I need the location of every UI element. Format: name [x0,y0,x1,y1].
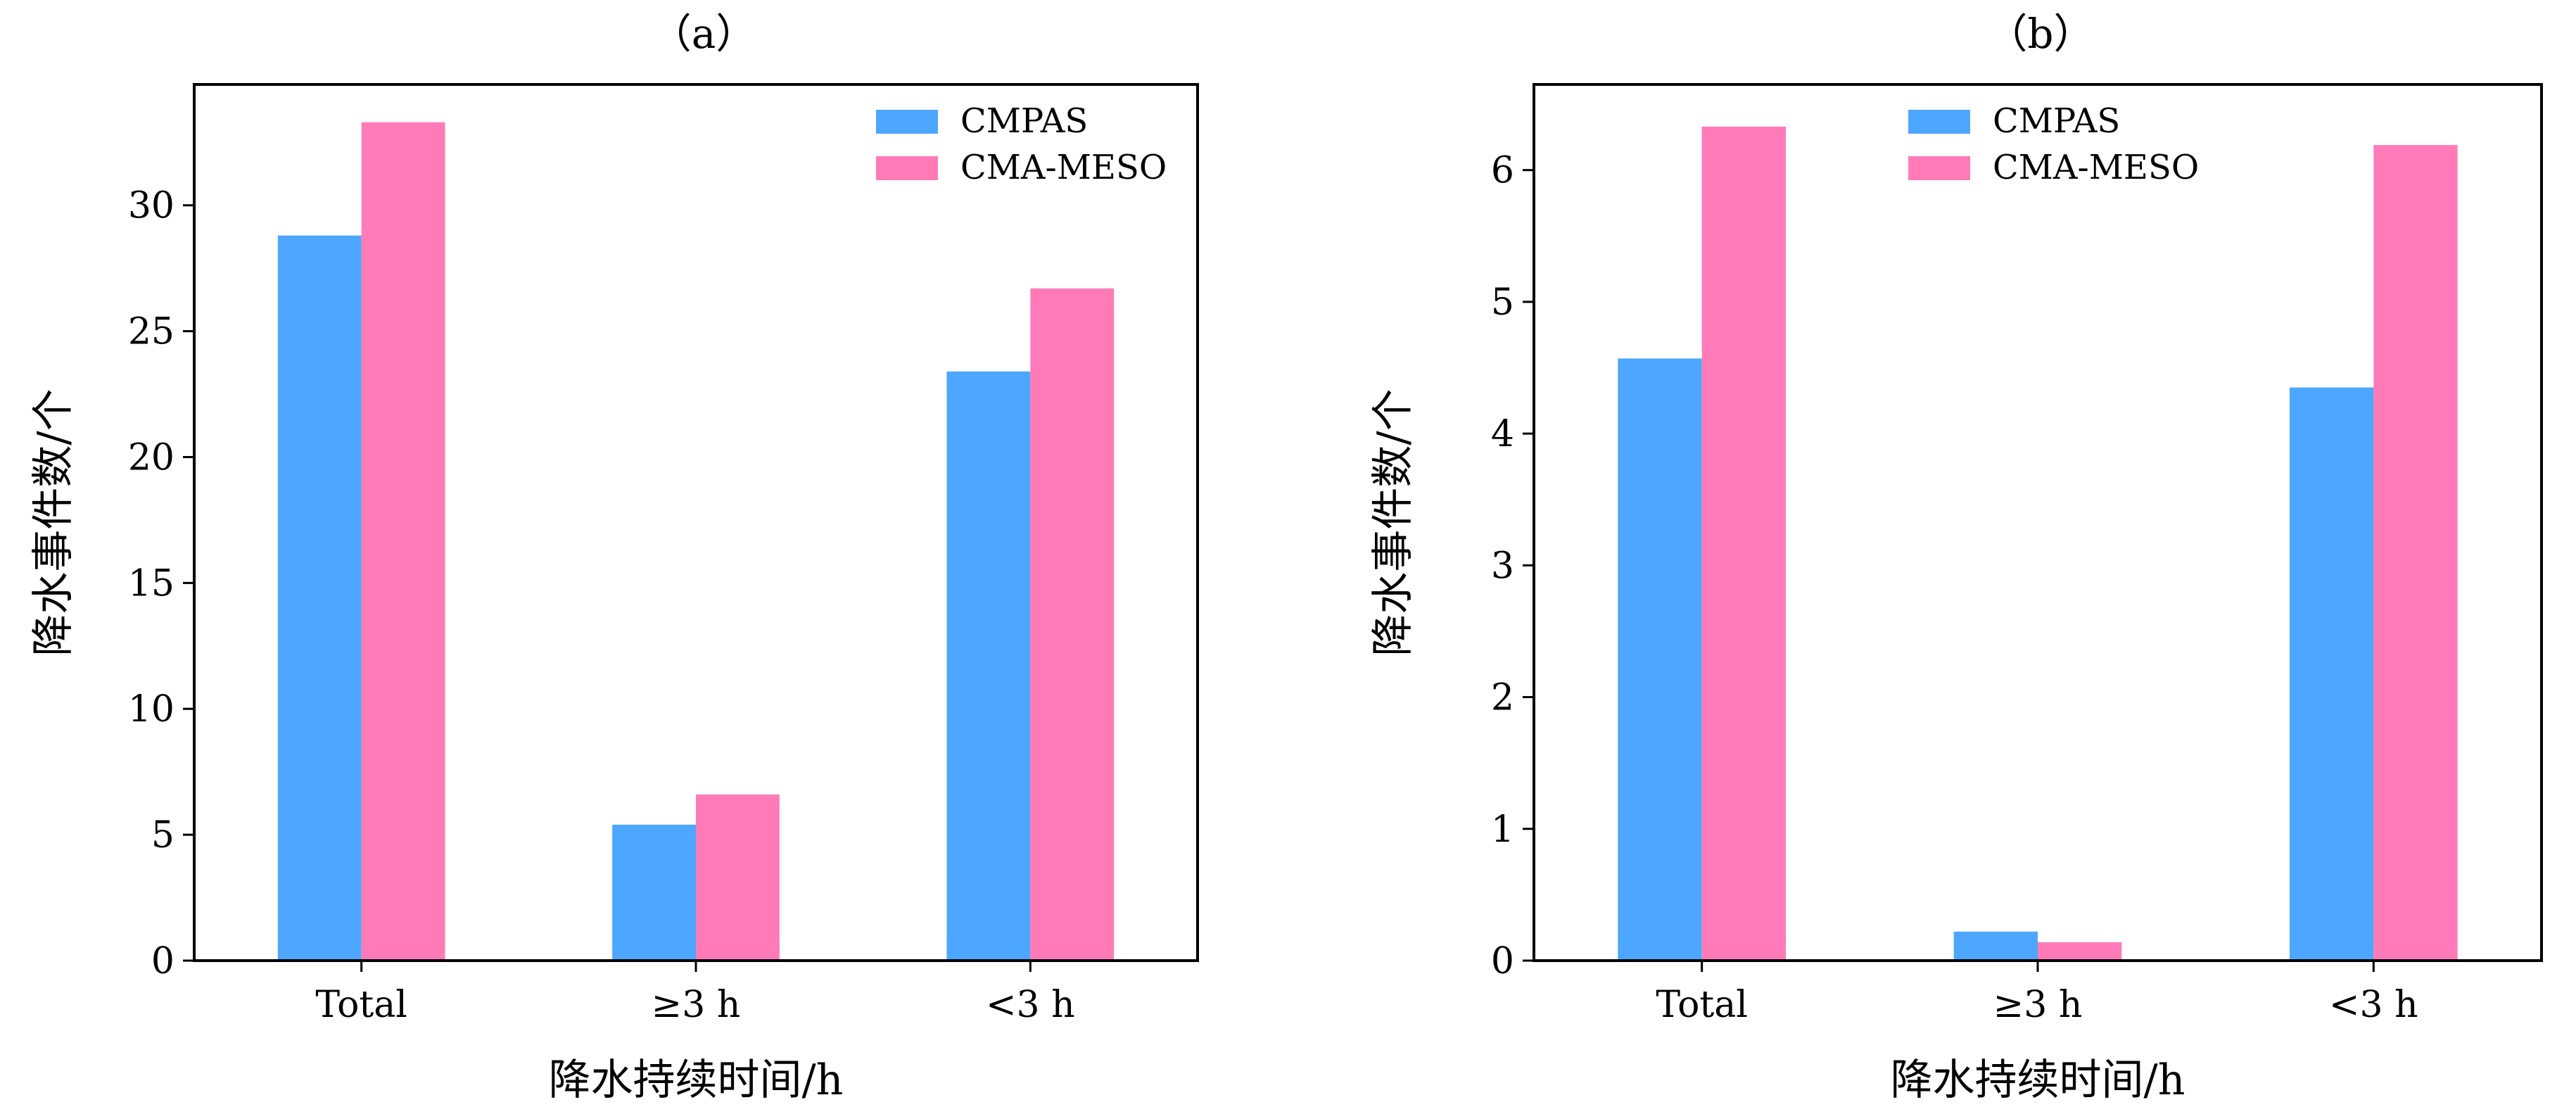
legend-label-cma-meso: CMA-MESO [960,148,1167,187]
y-tick-label: 1 [1491,809,1514,851]
panel-b: （b） Total ≥3 h <3 h 0 1 2 3 4 5 6 降水持续时间/h 降水事件数/个 CM… [1369,10,2543,1105]
x-tick-label: <3 h [2329,984,2418,1026]
x-tick-label: <3 h [986,984,1075,1026]
bar-cmpas-1 [612,824,696,961]
bar-cmpas-2 [2290,387,2374,961]
panel-title: （a） [651,10,757,58]
y-tick-label: 5 [1491,282,1514,324]
legend: CMPAS CMA-MESO [876,101,1167,187]
legend: CMPAS CMA-MESO [1908,101,2199,187]
bar-cma-meso-1 [2038,942,2122,961]
legend-label-cmpas: CMPAS [960,101,1088,141]
x-tick-label: Total [1656,984,1747,1026]
panel-title: （b） [1986,10,2094,58]
bar-cma-meso-0 [361,122,445,961]
x-axis-label: 降水持续时间/h [1891,1056,2185,1105]
bar-cma-meso-2 [1030,288,1115,961]
y-tick-label: 10 [128,688,175,730]
y-tick-label: 20 [128,436,175,479]
bar-cmpas-2 [946,371,1031,961]
y-tick-label: 0 [1491,940,1514,982]
y-tick-label: 6 [1491,150,1514,192]
y-tick-label: 2 [1491,677,1514,719]
y-tick-label: 5 [151,814,175,856]
legend-label-cmpas: CMPAS [1993,101,2120,141]
bar-cma-meso-1 [696,794,780,961]
bar-cma-meso-2 [2373,145,2458,961]
plot-frame [1533,83,2543,962]
x-tick-label: Total [315,984,407,1026]
panel-a: （a） Total ≥3 h <3 h 0 5 10 15 20 25 30 降水持续时间/h 降水事件… [29,10,1199,1105]
y-axis-label: 降水事件数/个 [1369,388,1418,656]
y-tick-label: 4 [1491,413,1514,455]
x-tick-label: ≥3 h [652,984,741,1026]
y-tick-label: 30 [128,185,175,227]
x-tick-label: ≥3 h [1993,984,2083,1026]
bar-cmpas-1 [1953,931,2038,961]
bar-cma-meso-0 [1701,126,1786,961]
y-axis-label: 降水事件数/个 [29,388,78,656]
y-tick-label: 3 [1491,545,1514,587]
y-tick-label: 0 [151,940,175,982]
y-tick-label: 15 [128,562,175,605]
legend-swatch-cmpas [1908,110,1970,134]
plot-frame [193,83,1199,962]
legend-swatch-cma-meso [876,156,938,180]
legend-label-cma-meso: CMA-MESO [1993,148,2199,187]
legend-swatch-cmpas [876,110,938,134]
x-axis-label: 降水持续时间/h [549,1056,844,1105]
legend-swatch-cma-meso [1908,156,1970,180]
bar-cmpas-0 [1618,358,1702,961]
bar-cmpas-0 [277,235,362,961]
y-tick-label: 25 [128,311,175,353]
